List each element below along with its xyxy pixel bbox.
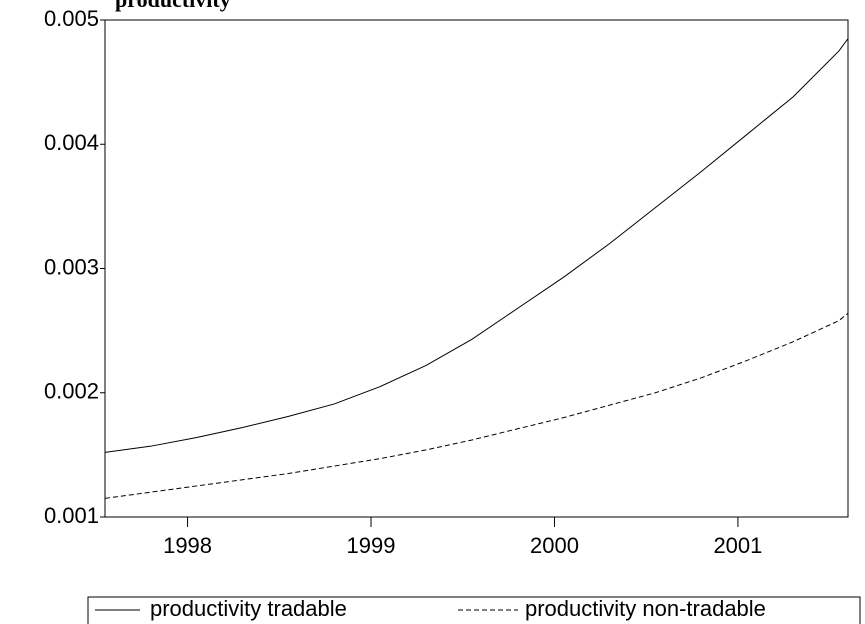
series-line [104,312,849,499]
legend-label: productivity non-tradable [525,596,766,621]
y-tick-label: 0.005 [44,6,99,31]
legend-label: productivity tradable [150,596,347,621]
x-tick-label: 1998 [163,533,212,558]
y-tick-label: 0.004 [44,130,99,155]
y-tick-label: 0.002 [44,379,99,404]
series-line [104,38,849,453]
x-tick-label: 2001 [713,533,762,558]
y-tick-label: 0.001 [44,503,99,528]
y-tick-label: 0.003 [44,254,99,279]
plot-frame [104,19,849,518]
x-tick-label: 2000 [530,533,579,558]
chart-title: productivity [115,0,231,12]
x-tick-label: 1999 [347,533,396,558]
legend-box [87,596,861,624]
